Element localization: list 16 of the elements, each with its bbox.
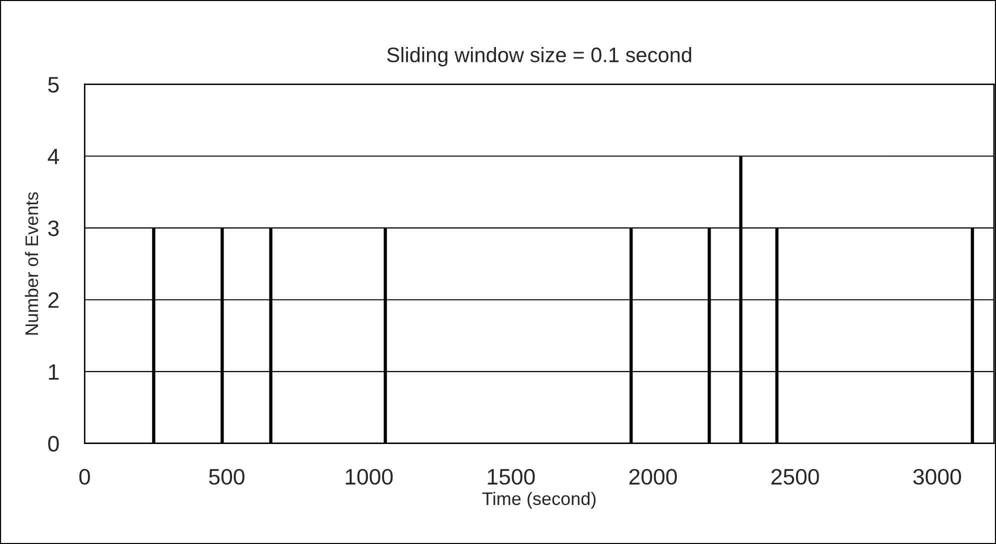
x-axis-title: Time (second) (482, 492, 596, 509)
y-tick-label: 5 (48, 77, 59, 93)
x-tick-label: 1500 (488, 468, 535, 485)
x-tick-label: 500 (209, 468, 244, 485)
y-tick-label: 4 (48, 148, 60, 164)
x-tick-label: 3000 (913, 468, 962, 485)
y-tick-label: 3 (48, 220, 59, 236)
y-tick-label: 1 (48, 364, 59, 380)
y-tick-label: 2 (48, 292, 59, 308)
x-tick-label: 1000 (346, 468, 393, 485)
chart-title: Sliding window size = 0.1 second (387, 47, 692, 66)
y-axis-title: Number of Events (24, 192, 38, 335)
y-tick-label: 0 (48, 436, 59, 452)
x-tick-label: 2500 (771, 468, 819, 485)
x-tick-label: 2000 (629, 468, 677, 485)
x-tick-label: 0 (79, 468, 90, 485)
